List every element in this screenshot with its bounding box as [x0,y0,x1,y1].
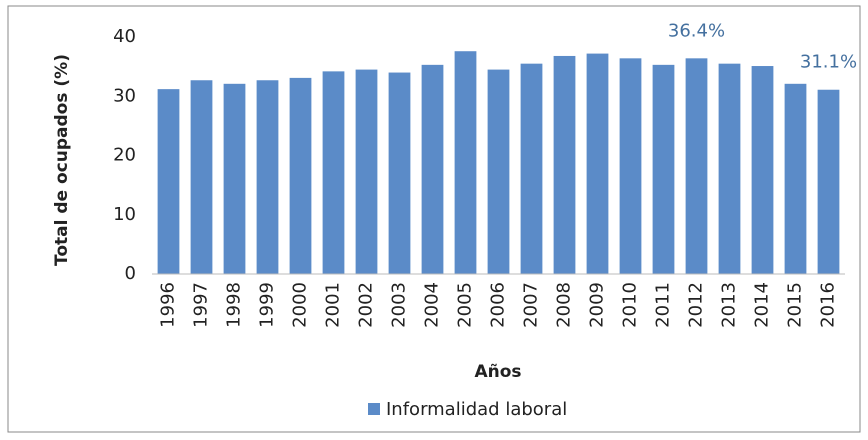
x-tick-label: 2003 [389,282,410,328]
bar [322,71,345,275]
y-tick-label: 0 [125,263,136,284]
x-tick-label: 2012 [686,282,707,328]
x-tick-label: 2016 [818,282,839,328]
x-tick-label: 2004 [422,282,443,328]
y-tick-label: 40 [113,26,136,47]
x-tick-label: 2013 [719,282,740,328]
data-label: 31.1% [800,52,857,73]
bar [355,69,378,275]
x-tick-label: 2000 [290,282,311,328]
data-label: 36.4% [668,20,725,41]
bar [454,51,477,274]
legend-label: Informalidad laboral [386,399,567,420]
bar [223,83,246,275]
bar [817,89,840,274]
y-tick-label: 30 [113,85,136,106]
bar [718,63,741,274]
x-tick-label: 2001 [323,282,344,328]
bar [784,83,807,275]
x-tick-label: 2010 [620,282,641,328]
x-tick-label: 2005 [455,282,476,328]
bar [553,55,576,275]
bar [619,58,642,274]
bar [652,64,675,274]
y-tick-label: 10 [113,204,136,225]
x-tick-label: 2008 [554,282,575,328]
y-axis-label: Total de ocupados (%) [52,54,72,266]
bar [751,66,774,274]
bar [256,80,279,274]
x-tick-label: 2011 [653,282,674,328]
bar [421,64,444,274]
bar [487,69,510,275]
bar [388,72,411,274]
x-tick-label: 1996 [158,282,179,328]
x-tick-label: 2002 [356,282,377,328]
x-tick-label: 2009 [587,282,608,328]
bar [685,58,708,274]
bar [289,77,312,274]
legend-swatch [368,403,380,415]
bar [520,63,543,274]
x-tick-label: 1998 [224,282,245,328]
x-tick-label: 1997 [191,282,212,328]
x-tick-label: 1999 [257,282,278,328]
x-axis-label: Años [474,362,521,382]
bar [190,80,213,274]
x-tick-label: 2007 [521,282,542,328]
bar [157,89,180,274]
x-tick-label: 2015 [785,282,806,328]
x-tick-label: 2006 [488,282,509,328]
y-tick-label: 20 [113,145,136,166]
bar [586,53,609,275]
x-tick-label: 2014 [752,282,773,328]
